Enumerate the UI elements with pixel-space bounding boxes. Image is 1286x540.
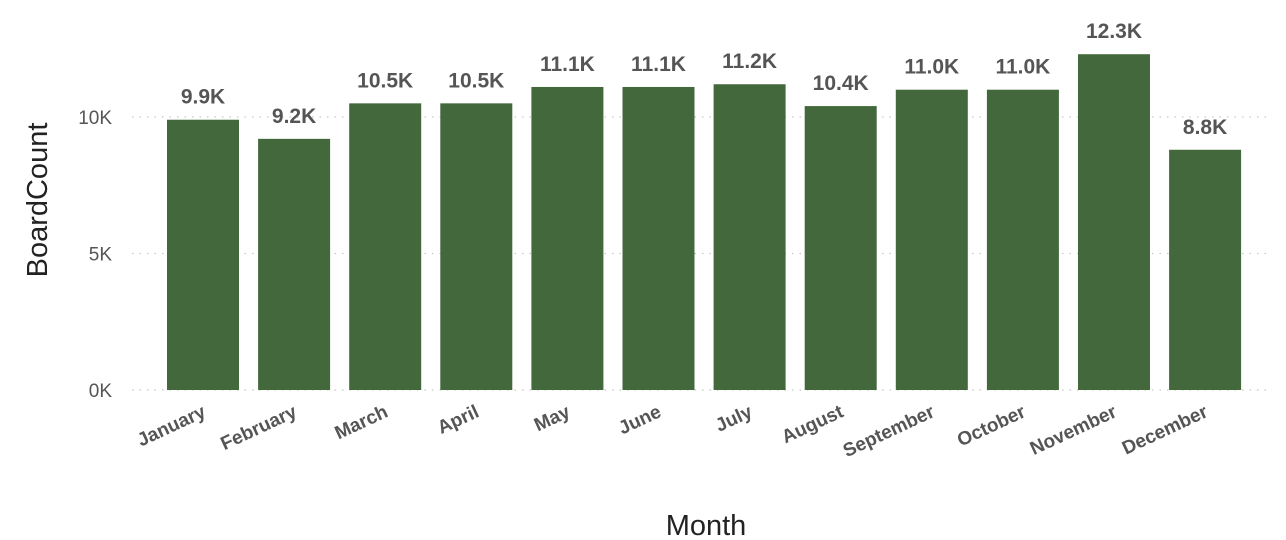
category-label-december: December xyxy=(1119,401,1212,459)
bar-october xyxy=(986,89,1059,390)
y-tick-label: 10K xyxy=(78,108,112,129)
category-label-may: May xyxy=(531,401,574,436)
data-label-april: 10.5K xyxy=(448,69,504,92)
y-tick-label: 5K xyxy=(89,245,113,266)
x-axis-categories: January February March April May June July Augu… xyxy=(134,401,1212,462)
bar-july xyxy=(713,84,786,391)
category-label-april: April xyxy=(434,401,482,438)
category-label-september: September xyxy=(840,401,938,462)
bars xyxy=(167,54,1242,391)
category-label-july: July xyxy=(712,401,756,436)
category-label-january: January xyxy=(134,401,209,451)
data-label-july: 11.2K xyxy=(722,50,777,73)
data-label-march: 10.5K xyxy=(357,69,413,92)
data-label-february: 9.2K xyxy=(272,105,316,128)
bar-march xyxy=(349,103,422,390)
category-label-march: March xyxy=(332,401,392,444)
data-label-december: 8.8K xyxy=(1183,116,1227,139)
category-label-october: October xyxy=(954,401,1029,451)
y-axis-ticks: 0K 5K 10K xyxy=(78,108,112,402)
data-label-october: 11.0K xyxy=(995,56,1050,79)
bar-january xyxy=(167,119,239,390)
data-label-january: 9.9K xyxy=(181,86,225,109)
bar-november xyxy=(1078,54,1150,391)
category-label-november: November xyxy=(1027,401,1121,460)
x-axis-title: Month xyxy=(666,510,747,540)
data-labels: 9.9K 9.2K 10.5K 10.5K 11.1K 11.1K 11.2K 10.4K 11… xyxy=(181,20,1227,139)
bar-may xyxy=(531,86,604,390)
bar-february xyxy=(258,138,331,390)
y-tick-label: 0K xyxy=(89,381,113,402)
bar-august xyxy=(804,106,877,390)
data-label-may: 11.1K xyxy=(540,53,595,76)
data-label-august: 10.4K xyxy=(813,72,869,95)
category-label-june: June xyxy=(616,401,665,439)
category-label-august: August xyxy=(779,401,848,448)
bar-april xyxy=(440,103,513,390)
bar-june xyxy=(622,86,695,390)
data-label-september: 11.0K xyxy=(904,56,959,79)
category-label-february: February xyxy=(218,401,301,455)
y-axis-title: BoardCount xyxy=(22,123,54,278)
bar-september xyxy=(895,89,968,390)
bar-december xyxy=(1169,149,1242,390)
data-label-june: 11.1K xyxy=(631,53,686,76)
data-label-november: 12.3K xyxy=(1086,20,1142,43)
